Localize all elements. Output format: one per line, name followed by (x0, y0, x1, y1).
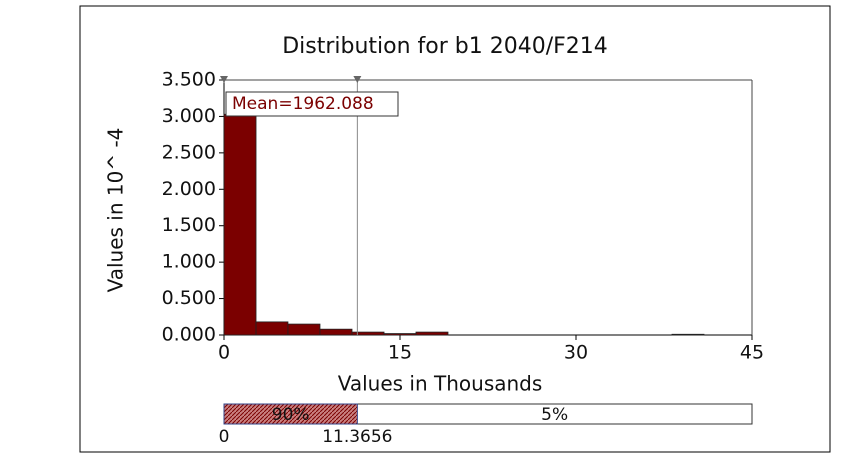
bar (319, 328, 353, 336)
x-tick-label: 30 (564, 342, 588, 364)
y-tick-label: 1.000 (162, 251, 216, 273)
y-tick-label: 0.000 (162, 324, 216, 346)
chart-title: Distribution for b1 2040/F214 (282, 34, 608, 59)
delimiter-marker (220, 76, 228, 83)
x-axis-title: Values in Thousands (338, 372, 543, 396)
y-axis-title: Values in 10^ -4 (104, 128, 128, 293)
percent-label: 90% (272, 405, 310, 425)
bar (287, 323, 321, 336)
bar (223, 113, 257, 336)
y-tick-label: 3.000 (162, 105, 216, 127)
delimiter-label: 0 (219, 427, 230, 447)
y-tick-label: 2.500 (162, 141, 216, 163)
y-tick-label: 1.500 (162, 214, 216, 236)
bar (255, 321, 289, 336)
bar (351, 331, 385, 336)
x-tick-label: 15 (388, 342, 412, 364)
bar (671, 333, 705, 336)
delimiter-marker (353, 76, 362, 83)
x-tick-label: 0 (218, 342, 230, 364)
bar (415, 331, 449, 336)
bar (383, 333, 417, 336)
y-tick-label: 0.500 (162, 287, 216, 309)
percent-segment (223, 403, 358, 425)
annotation-box (225, 91, 399, 117)
percent-label: 5% (541, 405, 568, 425)
delimiter-label: 11.3656 (322, 427, 392, 447)
x-tick-label: 45 (740, 342, 764, 364)
mean-annotation: Mean=1962.088 (232, 94, 374, 114)
y-tick-label: 2.000 (162, 178, 216, 200)
y-tick-label: 3.500 (162, 69, 216, 91)
